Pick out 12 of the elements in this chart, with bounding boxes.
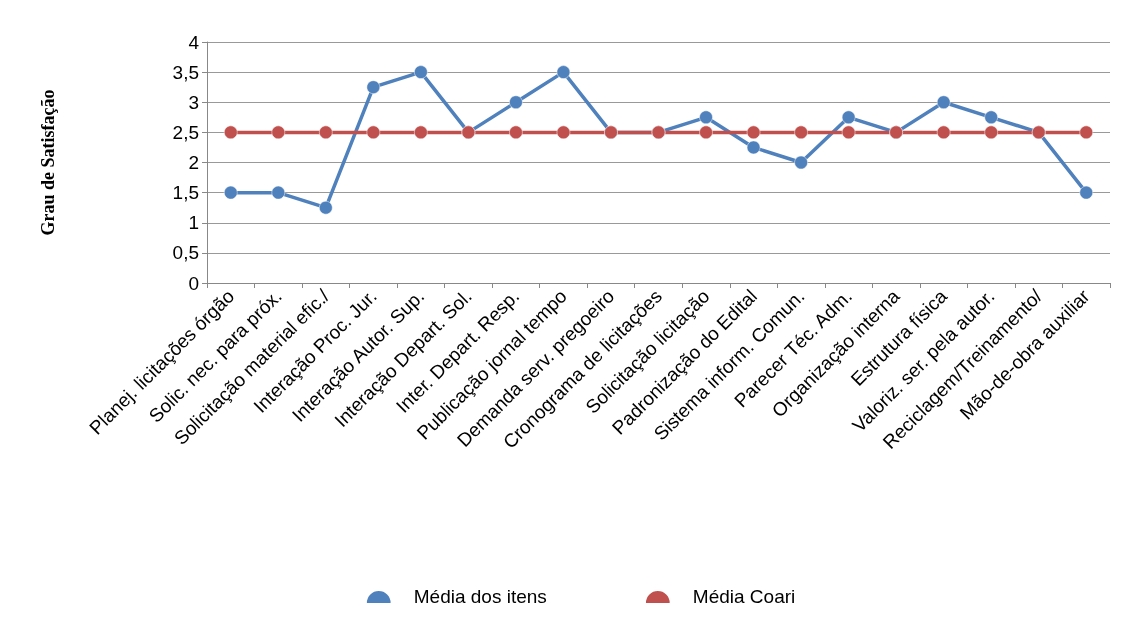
y-tick-label: 3 (188, 91, 199, 113)
y-tick-label: 1 (188, 212, 199, 234)
y-axis-title: Grau de Satisfação (38, 89, 58, 236)
legend-label: Média dos itens (413, 586, 547, 607)
y-tick-label: 0 (188, 272, 199, 294)
y-tick-label: 1,5 (172, 182, 199, 204)
y-tick-label: 2 (188, 152, 199, 173)
y-tick-label: 2,5 (172, 121, 199, 143)
y-tick-label: 4 (188, 31, 200, 53)
y-tick-label: 3,5 (172, 61, 199, 83)
y-tick-label: 0,5 (172, 242, 199, 264)
legend-label: Média Coari (692, 586, 796, 607)
